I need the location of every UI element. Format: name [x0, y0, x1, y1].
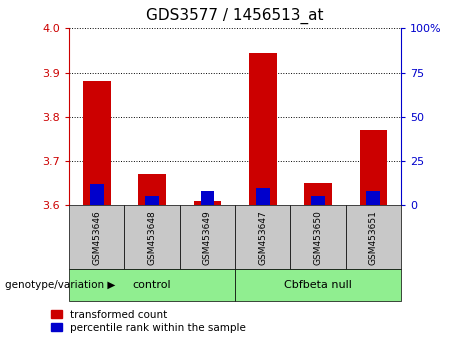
Bar — [124, 205, 180, 269]
Legend: transformed count, percentile rank within the sample: transformed count, percentile rank withi… — [51, 310, 246, 333]
Text: genotype/variation ▶: genotype/variation ▶ — [5, 280, 115, 290]
Text: GSM453650: GSM453650 — [313, 210, 323, 265]
Text: GSM453646: GSM453646 — [92, 210, 101, 264]
Bar — [201, 191, 214, 205]
Bar — [83, 81, 111, 205]
Bar — [290, 205, 346, 269]
Bar — [256, 188, 270, 205]
Bar — [69, 205, 124, 269]
Bar — [90, 184, 104, 205]
Bar — [145, 196, 159, 205]
Title: GDS3577 / 1456513_at: GDS3577 / 1456513_at — [146, 8, 324, 24]
Bar — [360, 130, 387, 205]
Bar — [194, 201, 221, 205]
Text: GSM453647: GSM453647 — [258, 210, 267, 264]
Bar — [180, 205, 235, 269]
Bar — [346, 205, 401, 269]
Bar — [69, 269, 235, 301]
Bar — [235, 205, 290, 269]
Text: GSM453648: GSM453648 — [148, 210, 157, 264]
Bar — [249, 53, 277, 205]
Text: GSM453649: GSM453649 — [203, 210, 212, 264]
Text: control: control — [133, 280, 171, 290]
Bar — [311, 196, 325, 205]
Text: GSM453651: GSM453651 — [369, 210, 378, 265]
Bar — [366, 191, 380, 205]
Bar — [304, 183, 332, 205]
Text: Cbfbeta null: Cbfbeta null — [284, 280, 352, 290]
Bar — [138, 175, 166, 205]
Bar — [235, 269, 401, 301]
